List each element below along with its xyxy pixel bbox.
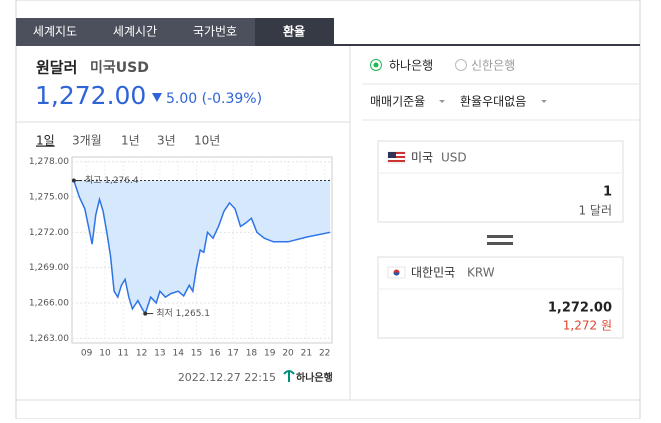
x-tick-label: 11 — [118, 349, 129, 359]
to-box — [377, 256, 624, 339]
x-tick-label: 10 — [99, 349, 111, 359]
period[interactable]: 3개월 — [72, 134, 102, 148]
country: 대한민국 — [411, 266, 455, 280]
annotation: 최고 1,276.4 — [85, 175, 139, 186]
code: USD — [441, 151, 467, 165]
caret — [439, 100, 445, 103]
radio-checked[interactable] — [370, 59, 382, 71]
x-tick-label: 12 — [136, 349, 147, 359]
option[interactable]: 환율우대없음 — [460, 95, 526, 109]
kr-flag — [387, 266, 406, 279]
tab[interactable]: 환율 — [283, 24, 305, 39]
x-tick-label: 22 — [319, 349, 330, 359]
period[interactable]: 1일 — [36, 134, 55, 148]
y-tick-label: 1,263.00 — [29, 334, 69, 344]
amount: 1 — [603, 185, 612, 200]
period[interactable]: 1년 — [121, 134, 140, 148]
amount-text: 1 달러 — [578, 204, 612, 218]
amount: 1,272.00 — [548, 301, 612, 316]
x-tick-label: 17 — [227, 349, 238, 359]
line — [73, 180, 331, 316]
tab[interactable]: 세계시간 — [113, 25, 157, 39]
country: 미국 — [411, 151, 433, 165]
title: 원달러 — [36, 59, 77, 77]
radio[interactable] — [455, 59, 467, 71]
down-arrow — [152, 93, 162, 102]
amount-text: 1,272 원 — [563, 319, 612, 333]
x-tick-label: 14 — [172, 349, 184, 359]
price: 1,272.00 — [35, 81, 146, 110]
equals — [487, 242, 513, 245]
logo-icon — [283, 370, 295, 382]
y-tick-label: 1,275.00 — [29, 193, 69, 203]
currency: 미국USD — [90, 60, 149, 76]
period[interactable]: 10년 — [194, 134, 220, 148]
y-tick-label: 1,278.00 — [29, 157, 69, 167]
timestamp: 2022.12.27 22:15 — [178, 371, 276, 384]
annotation: 최저 1,265.1 — [156, 308, 210, 319]
bank[interactable]: 하나은행 — [389, 58, 433, 73]
y-tick-label: 1,272.00 — [29, 228, 69, 238]
equals — [487, 235, 513, 238]
tab[interactable]: 세계지도 — [33, 25, 77, 39]
period[interactable]: 3년 — [157, 134, 176, 148]
x-tick-label: 09 — [81, 349, 93, 359]
change: 5.00 (-0.39%) — [166, 91, 262, 107]
x-tick-label: 19 — [264, 349, 276, 359]
x-tick-label: 13 — [154, 349, 165, 359]
active-tab — [255, 18, 334, 46]
x-tick-label: 20 — [282, 349, 294, 359]
radio-dot — [373, 62, 379, 68]
bank[interactable]: 신한은행 — [471, 58, 515, 73]
tab[interactable]: 국가번호 — [193, 25, 237, 39]
from-box — [377, 140, 624, 223]
x-tick-label: 21 — [301, 349, 312, 359]
area — [73, 180, 331, 314]
option[interactable]: 매매기준율 — [370, 95, 425, 109]
caret — [541, 100, 547, 103]
logo: 하나은행 — [296, 371, 333, 384]
code: KRW — [467, 266, 495, 280]
y-tick-label: 1,269.00 — [29, 263, 69, 273]
x-tick-label: 15 — [191, 349, 202, 359]
x-tick-label: 16 — [209, 349, 221, 359]
line-chart: 1,263.00 1,266.00 1,269.00 1,272.00 1,275.00… — [29, 156, 333, 359]
x-tick-label: 18 — [246, 349, 258, 359]
y-tick-label: 1,266.00 — [29, 298, 69, 308]
us-flag — [387, 151, 406, 164]
